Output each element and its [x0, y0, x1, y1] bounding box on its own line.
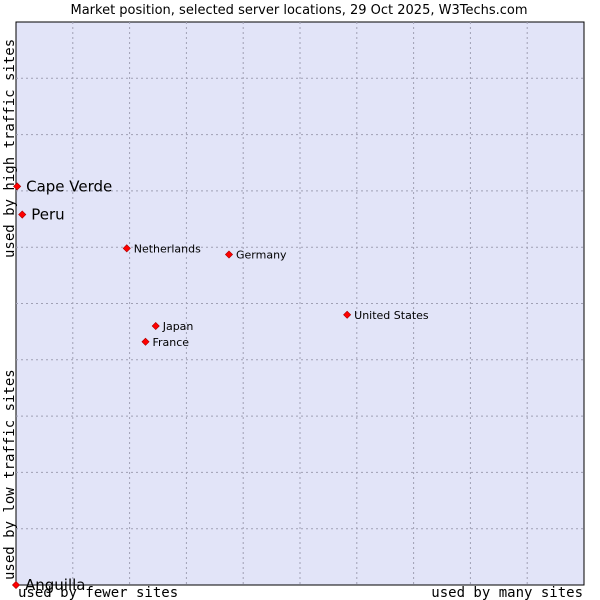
y-axis-label-high: used by high traffic sites — [2, 39, 18, 258]
point-marker-germany — [224, 250, 234, 259]
point-marker-anguilla — [11, 580, 21, 590]
point-label-japan: Japan — [162, 320, 194, 333]
point-label-cape-verde: Cape Verde — [26, 177, 112, 195]
point-marker-japan — [151, 321, 160, 331]
point-label-peru: Peru — [31, 206, 64, 224]
chart-title: Market position, selected server locatio… — [70, 3, 527, 18]
point-marker-united-states — [343, 310, 352, 319]
x-axis-label-many: used by many sites — [431, 585, 583, 600]
point-label-anguilla: Anguilla — [25, 576, 86, 594]
point-label-france: France — [153, 336, 190, 349]
point-label-netherlands: Netherlands — [134, 242, 201, 255]
y-axis-label-low: used by low traffic sites — [2, 369, 18, 580]
grid-lines — [16, 22, 584, 585]
x-axis-label-fewer: used by fewer sites — [18, 585, 178, 600]
data-points: Cape Verde Peru Netherlands Germany United S… — [11, 177, 429, 594]
point-marker-netherlands — [122, 244, 131, 253]
point-marker-france — [141, 337, 150, 346]
point-label-germany: Germany — [236, 249, 287, 262]
point-label-united-states: United States — [354, 309, 429, 322]
point-marker-cape-verde — [13, 182, 22, 191]
point-marker-peru — [18, 210, 27, 219]
